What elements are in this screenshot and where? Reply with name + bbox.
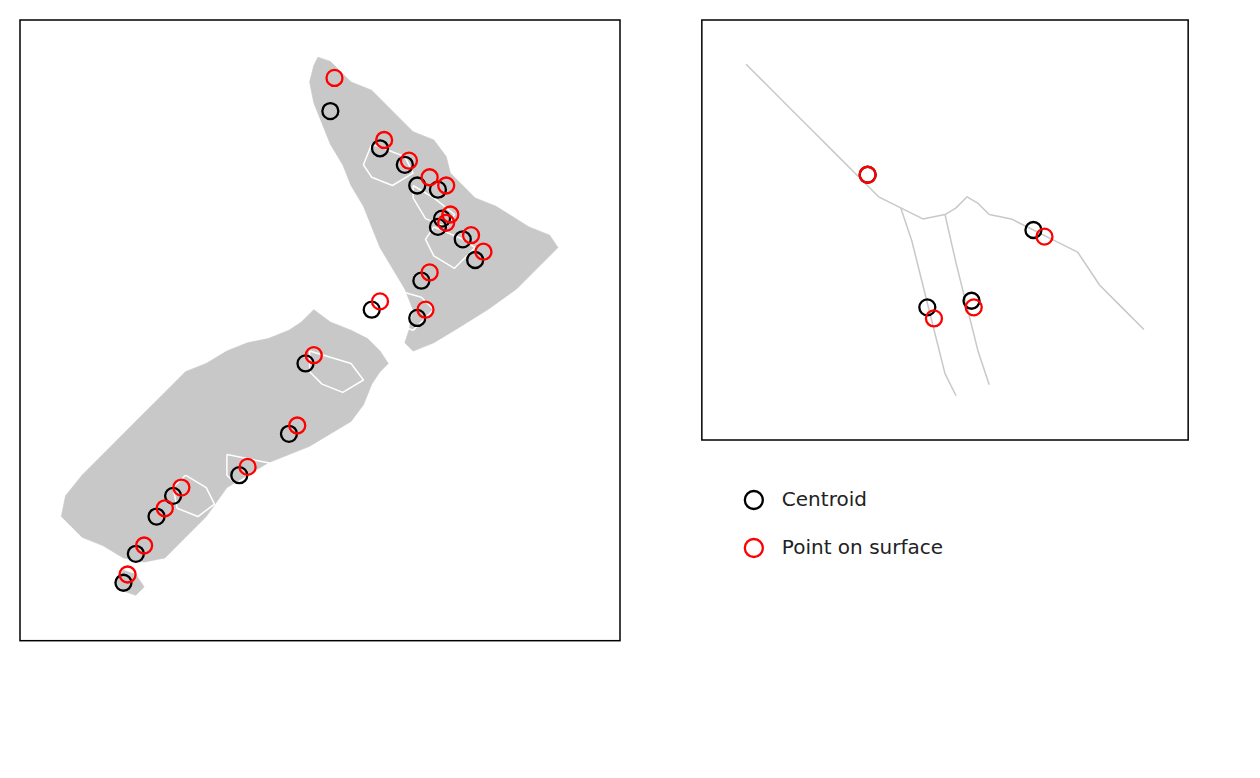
point [463, 227, 479, 243]
scatter-series [860, 167, 1042, 316]
outline-line [227, 454, 289, 495]
panel [20, 20, 620, 641]
point [240, 459, 256, 475]
point [397, 157, 413, 173]
point [422, 264, 438, 280]
outline-line [746, 64, 989, 219]
legend-swatch [745, 539, 763, 557]
point [322, 103, 338, 119]
point [401, 153, 417, 169]
point [326, 70, 342, 86]
plot-frame [20, 20, 620, 641]
point [438, 215, 454, 231]
outline-line [384, 289, 434, 330]
figure: Centroid Point on surface [0, 0, 1260, 778]
point [418, 302, 434, 318]
point [306, 347, 322, 363]
panel [702, 20, 1188, 440]
point [926, 310, 942, 326]
point [173, 480, 189, 496]
outline-line [310, 351, 364, 392]
point [376, 132, 392, 148]
plot-area [61, 57, 558, 595]
outline-line [945, 215, 989, 385]
point [289, 418, 305, 434]
point [475, 244, 491, 260]
land-polygon [61, 310, 388, 562]
point [136, 538, 152, 554]
point [860, 167, 876, 183]
scatter-series [860, 167, 1053, 327]
land-polygon [310, 57, 558, 351]
outline-line [173, 475, 214, 516]
legend-item: Centroid [745, 487, 867, 511]
legend-label: Centroid [782, 487, 867, 511]
point [372, 293, 388, 309]
outline-line [989, 215, 1144, 330]
point [966, 299, 982, 315]
point [1036, 229, 1052, 245]
point [157, 500, 173, 516]
point [438, 178, 454, 194]
legend-label: Point on surface [782, 535, 943, 559]
plot-frame [702, 20, 1188, 440]
point [120, 566, 136, 582]
scatter-series [120, 70, 492, 583]
point [860, 167, 876, 183]
legend: Centroid Point on surface [745, 487, 943, 559]
legend-swatch [745, 491, 763, 509]
scatter-series [115, 103, 483, 591]
legend-item: Point on surface [745, 535, 943, 559]
outline-line [901, 208, 956, 396]
point [422, 169, 438, 185]
plot-area [746, 64, 1144, 396]
